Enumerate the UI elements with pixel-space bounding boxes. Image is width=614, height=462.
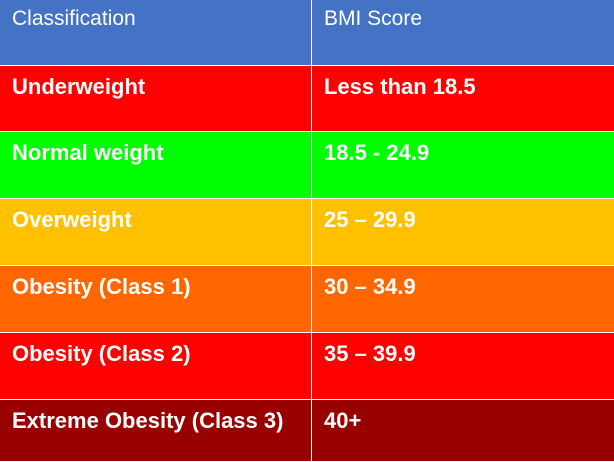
header-bmi-score: BMI Score bbox=[312, 0, 614, 66]
classification-cell: Obesity (Class 2) bbox=[0, 333, 312, 400]
header-classification: Classification bbox=[0, 0, 312, 66]
classification-cell: Underweight bbox=[0, 66, 312, 132]
bmi-cell: 30 – 34.9 bbox=[312, 266, 614, 333]
bmi-cell: 18.5 - 24.9 bbox=[312, 132, 614, 199]
bmi-cell: 25 – 29.9 bbox=[312, 199, 614, 266]
classification-cell: Extreme Obesity (Class 3) bbox=[0, 400, 312, 462]
bmi-cell: 40+ bbox=[312, 400, 614, 462]
bmi-cell: Less than 18.5 bbox=[312, 66, 614, 132]
classification-cell: Obesity (Class 1) bbox=[0, 266, 312, 333]
classification-cell: Overweight bbox=[0, 199, 312, 266]
bmi-cell: 35 – 39.9 bbox=[312, 333, 614, 400]
classification-cell: Normal weight bbox=[0, 132, 312, 199]
